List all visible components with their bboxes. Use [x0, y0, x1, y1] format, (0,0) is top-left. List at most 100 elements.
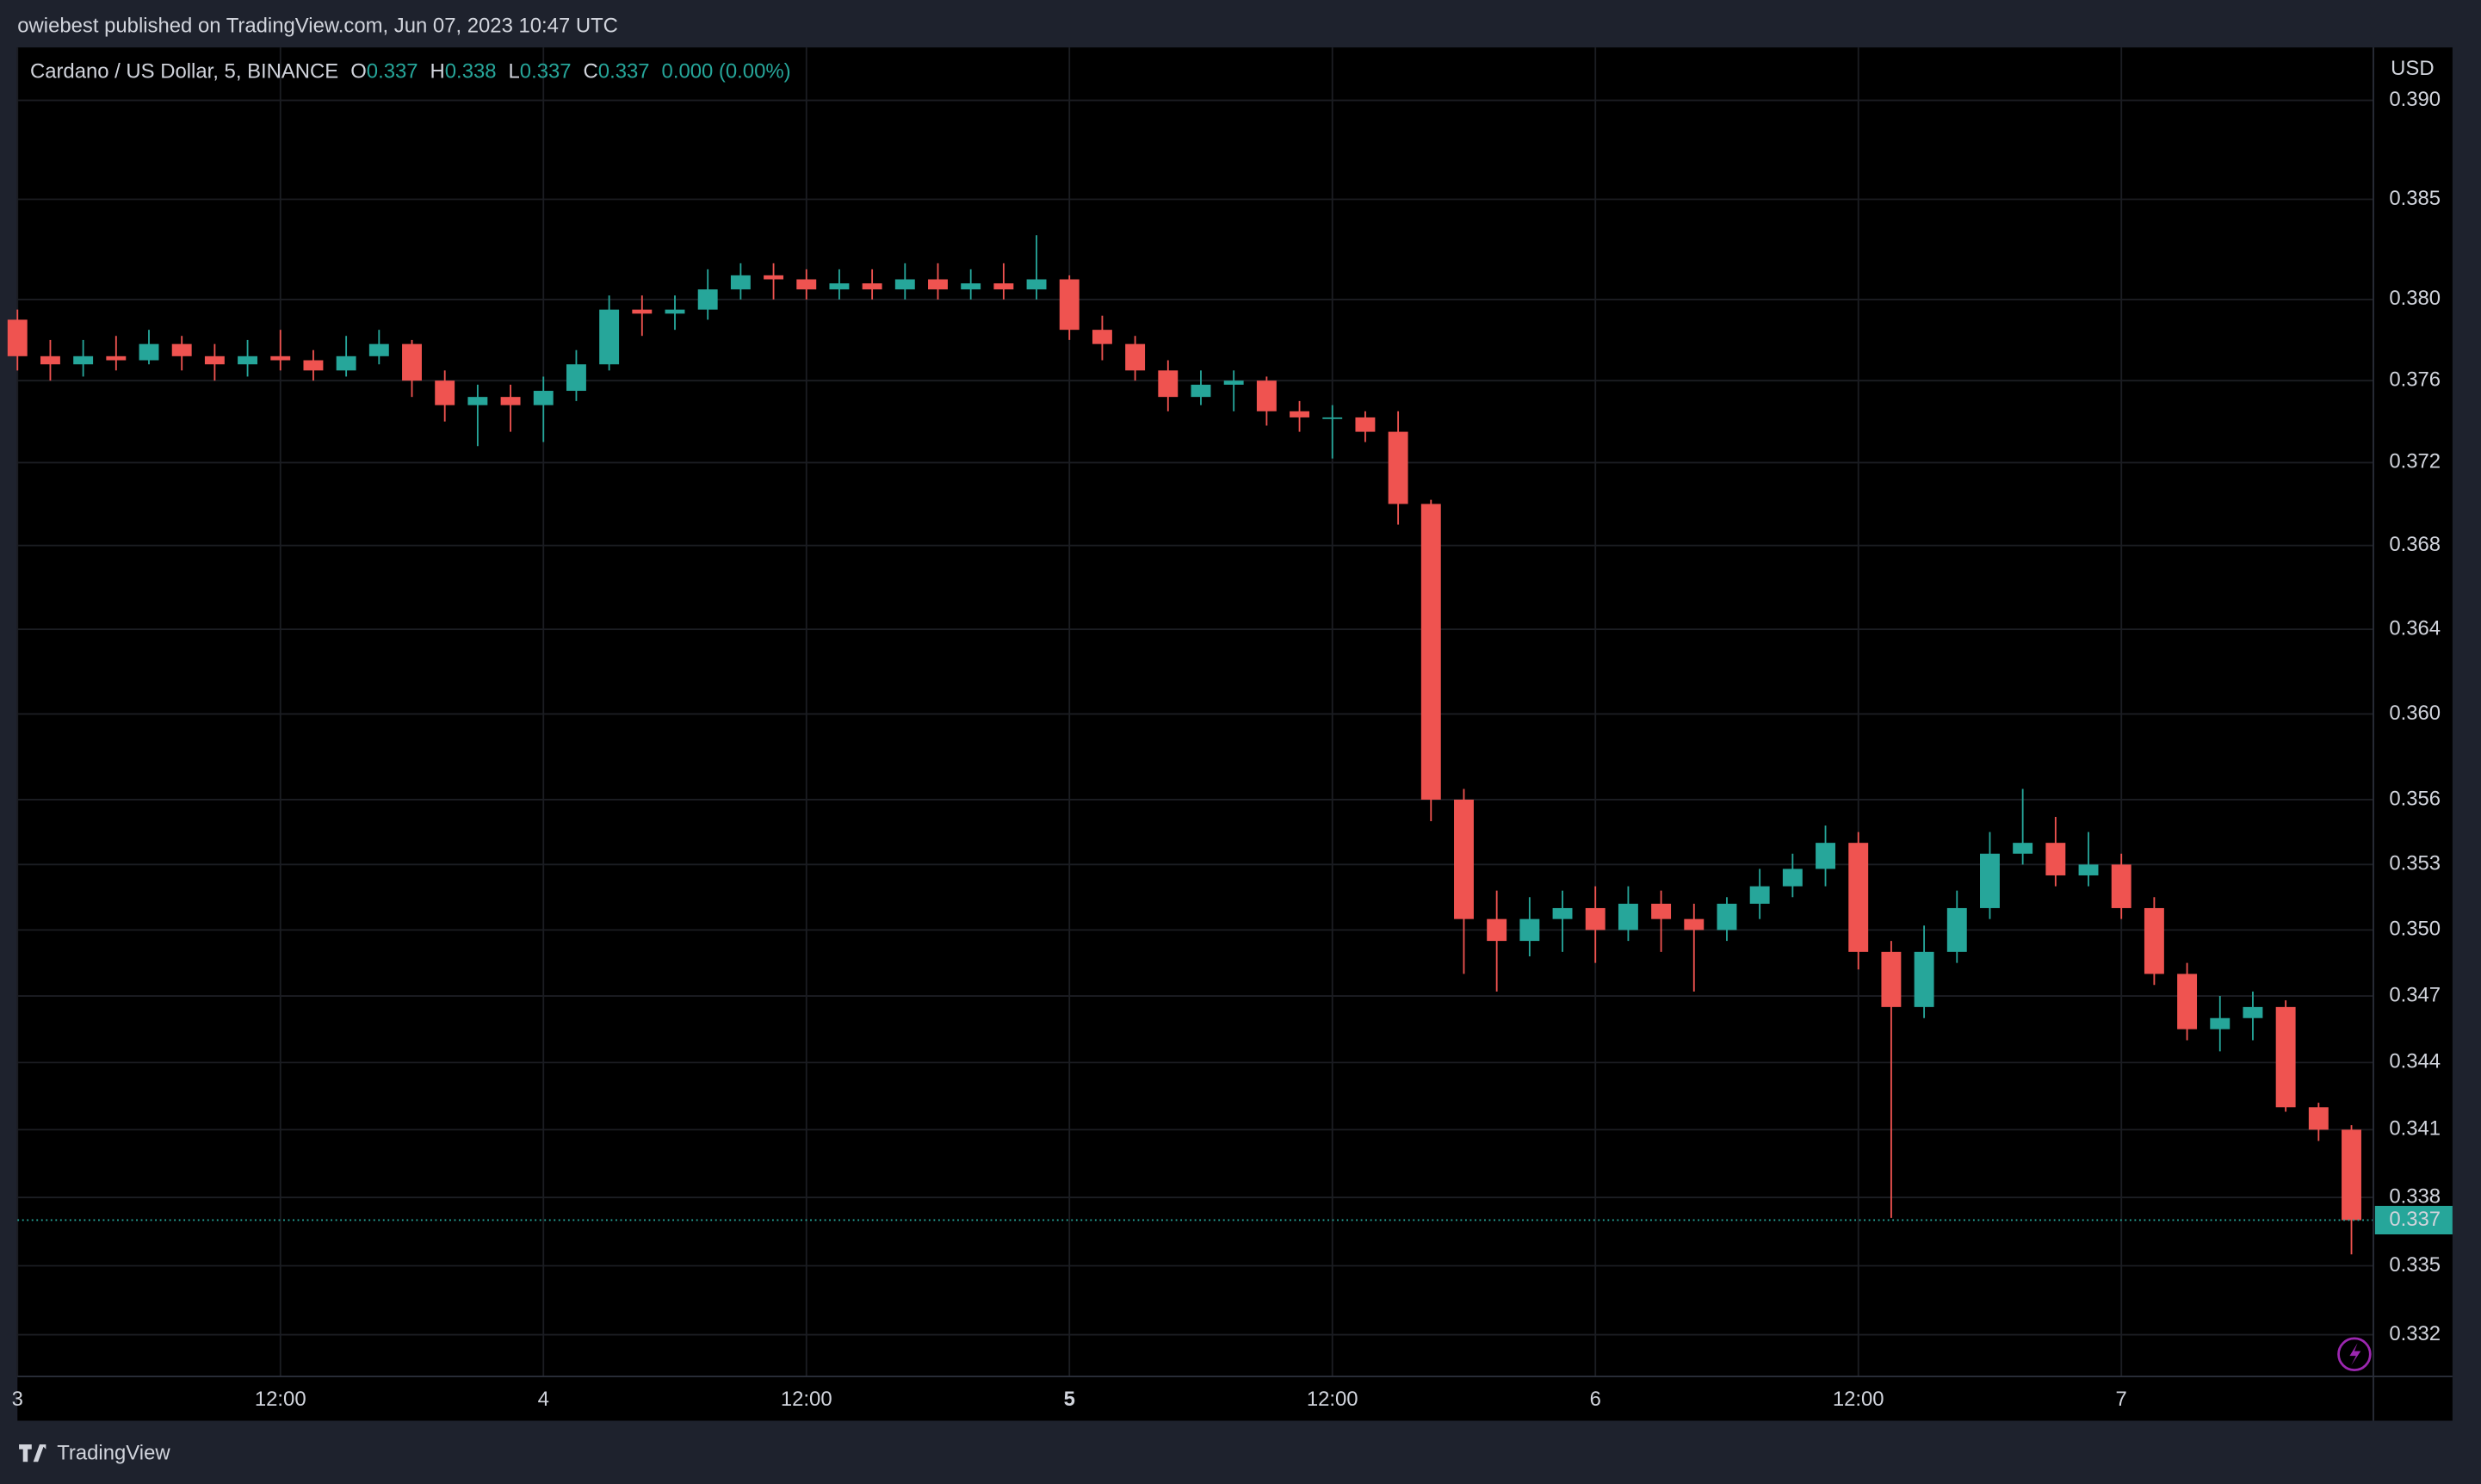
- y-tick-label: 0.341: [2389, 1117, 2441, 1141]
- candle-body: [1158, 370, 1179, 398]
- legend-label: H: [430, 60, 445, 83]
- candle-body: [1717, 903, 1737, 931]
- candle-body: [1946, 907, 1967, 952]
- candle-body: [862, 283, 882, 290]
- candle-body: [1980, 853, 2000, 908]
- x-tick-label: 4: [538, 1388, 549, 1411]
- candle-body: [928, 279, 948, 290]
- candle-body: [2275, 1006, 2296, 1108]
- legend-label: O: [350, 60, 367, 83]
- candle-body: [1388, 431, 1408, 504]
- logo-mark[interactable]: [19, 1444, 46, 1462]
- candle-body: [2342, 1129, 2361, 1221]
- symbol-title: Cardano / US Dollar, 5, BINANCE: [30, 60, 338, 83]
- candle-body: [467, 397, 488, 405]
- candle-body: [961, 283, 981, 290]
- y-tick-label: 0.353: [2389, 852, 2441, 875]
- candle-body: [1059, 279, 1080, 331]
- y-tick-label: 0.338: [2389, 1184, 2441, 1208]
- candle-body: [2045, 843, 2066, 875]
- last-price-label: 0.337: [2389, 1208, 2441, 1231]
- candle-body: [993, 283, 1014, 290]
- candle-body: [1191, 384, 1211, 398]
- candle-body: [73, 356, 94, 365]
- candle-body: [1651, 903, 1672, 919]
- legend-value: 0.337: [367, 60, 418, 83]
- candle-body: [1420, 504, 1441, 800]
- candle-body: [336, 356, 356, 371]
- candle-body: [1092, 330, 1112, 344]
- publish-header: owiebest published on TradingView.com, J…: [17, 15, 618, 38]
- candle-body: [566, 364, 586, 392]
- candle-body: [1487, 918, 1507, 942]
- legend-value: 0.337: [520, 60, 572, 83]
- candle-body: [1519, 918, 1540, 942]
- candle-body: [1355, 417, 1376, 432]
- y-tick-label: 0.385: [2389, 187, 2441, 210]
- candle-body: [139, 343, 159, 361]
- y-tick-label: 0.390: [2389, 88, 2441, 111]
- candle-body: [829, 283, 850, 290]
- chart-panel: [17, 47, 2453, 1421]
- candle-body: [171, 343, 192, 356]
- y-tick-label: 0.368: [2389, 533, 2441, 556]
- candle-body: [2308, 1107, 2329, 1130]
- footer-logo[interactable]: TradingView: [19, 1441, 170, 1464]
- candle-body: [764, 275, 784, 280]
- y-tick-label: 0.344: [2389, 1050, 2441, 1073]
- y-tick-label: 0.350: [2389, 918, 2441, 941]
- currency-label: USD: [2391, 57, 2434, 80]
- candle-body: [1684, 918, 1705, 931]
- candle-body: [2013, 843, 2033, 854]
- candle-body: [730, 275, 751, 290]
- x-tick-label: 12:00: [1307, 1388, 1358, 1411]
- alert-icon[interactable]: [2337, 1337, 2372, 1372]
- y-tick-label: 0.332: [2389, 1322, 2441, 1345]
- y-tick-label: 0.360: [2389, 702, 2441, 725]
- candle-body: [2144, 907, 2164, 974]
- candle-body: [1749, 886, 1770, 904]
- y-tick-label: 0.376: [2389, 368, 2441, 391]
- y-tick-label: 0.364: [2389, 616, 2441, 640]
- candle-body: [1816, 843, 1835, 869]
- y-tick-label: 0.380: [2389, 287, 2441, 310]
- footer-brand[interactable]: TradingView: [57, 1441, 170, 1464]
- y-tick-label: 0.347: [2389, 983, 2441, 1006]
- candle-body: [2177, 974, 2198, 1030]
- candle-body: [665, 309, 685, 314]
- candle-body: [435, 380, 455, 405]
- y-tick-label: 0.372: [2389, 450, 2441, 473]
- legend-value: 0.338: [445, 60, 497, 83]
- x-tick-label: 3: [12, 1388, 23, 1411]
- candle-body: [1026, 279, 1047, 290]
- candle-body: [1552, 907, 1573, 919]
- candle-body: [1322, 417, 1343, 419]
- alert-bolt[interactable]: [2349, 1343, 2361, 1366]
- candle-body: [7, 319, 28, 356]
- legend-value: 0.337: [598, 60, 650, 83]
- candle-body: [106, 356, 127, 361]
- legend-change: 0.000 (0.00%): [662, 60, 791, 83]
- candle-body: [894, 279, 915, 290]
- legend-label: C: [584, 60, 598, 83]
- candle-body: [303, 360, 324, 371]
- alert-circle[interactable]: [2337, 1337, 2372, 1372]
- candle-body: [1848, 843, 1869, 952]
- candle-body: [1782, 869, 1803, 887]
- candle-body: [632, 309, 653, 314]
- y-tick-label: 0.356: [2389, 787, 2441, 810]
- x-tick-label: 12:00: [255, 1388, 306, 1411]
- candle-body: [1914, 951, 1934, 1007]
- candle-body: [1256, 380, 1277, 411]
- candle-body: [2210, 1017, 2230, 1030]
- ohlc-legend: Cardano / US Dollar, 5, BINANCE O0.337 H…: [30, 60, 791, 83]
- candle-body: [368, 343, 389, 356]
- candle-body: [1454, 799, 1474, 919]
- candle-body: [402, 343, 422, 381]
- candle-body: [599, 309, 620, 365]
- legend-label: L: [509, 60, 520, 83]
- candle-body: [1618, 903, 1638, 931]
- candle-body: [533, 391, 554, 405]
- candle-body: [500, 397, 521, 405]
